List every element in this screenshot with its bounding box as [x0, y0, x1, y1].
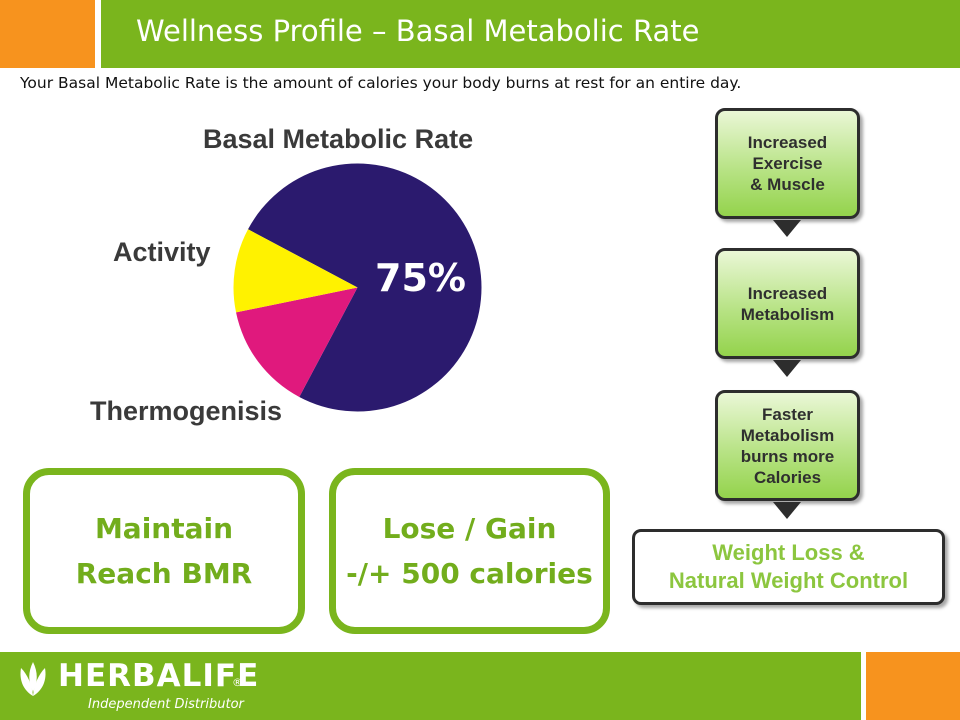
maintain-line-2: Reach BMR: [75, 557, 253, 590]
flow-step-text: Calories: [753, 467, 822, 487]
footer-orange-block: [866, 652, 960, 720]
intro-text: Your Basal Metabolic Rate is the amount …: [20, 74, 742, 92]
maintain-box: Maintain Reach BMR: [23, 468, 305, 634]
header-bar: [101, 0, 960, 68]
maintain-line-1: Maintain: [94, 512, 234, 545]
flow-result-text: Natural Weight Control: [668, 568, 909, 593]
flow-arrow-down: [773, 502, 801, 519]
flow-step-faster-metabolism: Faster Metabolism burns more Calories: [715, 390, 860, 501]
flow-arrow-down: [773, 220, 801, 237]
flow-step-exercise: Increased Exercise & Muscle: [715, 108, 860, 219]
lose-gain-box: Lose / Gain -/+ 500 calories: [329, 468, 610, 634]
flow-step-text: Metabolism: [740, 304, 835, 324]
flow-result-text: Weight Loss &: [712, 540, 865, 565]
footer-divider: [861, 652, 866, 720]
flow-step-text: Exercise: [752, 154, 823, 173]
lose-gain-line-1: Lose / Gain: [382, 512, 557, 545]
pie-slice-label-main: 75%: [375, 256, 466, 300]
pie-slice-thermogenisis: [236, 287, 358, 397]
flow-step-text: Increased: [747, 133, 828, 152]
flow-step-text: & Muscle: [750, 175, 825, 194]
header-divider: [95, 0, 101, 68]
chart-title: Basal Metabolic Rate: [203, 124, 474, 154]
pie-slice-activity: [233, 229, 358, 313]
pie-chart: [233, 163, 482, 412]
pie-slice-main: [248, 163, 482, 412]
flow-arrow-down: [773, 360, 801, 377]
footer-tagline: Independent Distributor: [88, 697, 244, 712]
pie-label-thermogenisis: Thermogenisis: [90, 396, 283, 426]
flow-step-text: Faster: [761, 404, 814, 424]
flow-step-text: Metabolism: [740, 425, 835, 445]
flow-step-text: burns more: [740, 446, 835, 466]
pie-label-activity: Activity: [113, 237, 211, 267]
flow-step-metabolism: Increased Metabolism: [715, 248, 860, 359]
flow-result-weight-loss: Weight Loss & Natural Weight Control: [632, 529, 945, 605]
lose-gain-line-2: -/+ 500 calories: [346, 557, 593, 590]
footer-registered-mark: ®: [232, 676, 243, 689]
herbalife-leaf-icon: [20, 662, 46, 696]
footer-brand: HERBALIFE: [58, 658, 260, 694]
footer-bar: [0, 652, 861, 720]
page-title: Wellness Profile – Basal Metabolic Rate: [136, 14, 700, 48]
flow-step-text: Increased: [747, 283, 828, 303]
header-orange-block: [0, 0, 95, 68]
